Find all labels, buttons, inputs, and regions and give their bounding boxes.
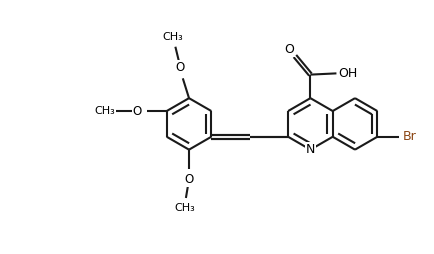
Text: CH₃: CH₃ bbox=[174, 203, 194, 214]
Text: OH: OH bbox=[337, 67, 356, 80]
Text: Br: Br bbox=[402, 130, 415, 143]
Text: O: O bbox=[284, 43, 294, 56]
Text: N: N bbox=[305, 143, 314, 156]
Text: O: O bbox=[184, 173, 193, 186]
Text: O: O bbox=[175, 61, 184, 74]
Text: CH₃: CH₃ bbox=[161, 32, 182, 42]
Text: CH₃: CH₃ bbox=[94, 106, 115, 116]
Text: O: O bbox=[132, 105, 141, 118]
